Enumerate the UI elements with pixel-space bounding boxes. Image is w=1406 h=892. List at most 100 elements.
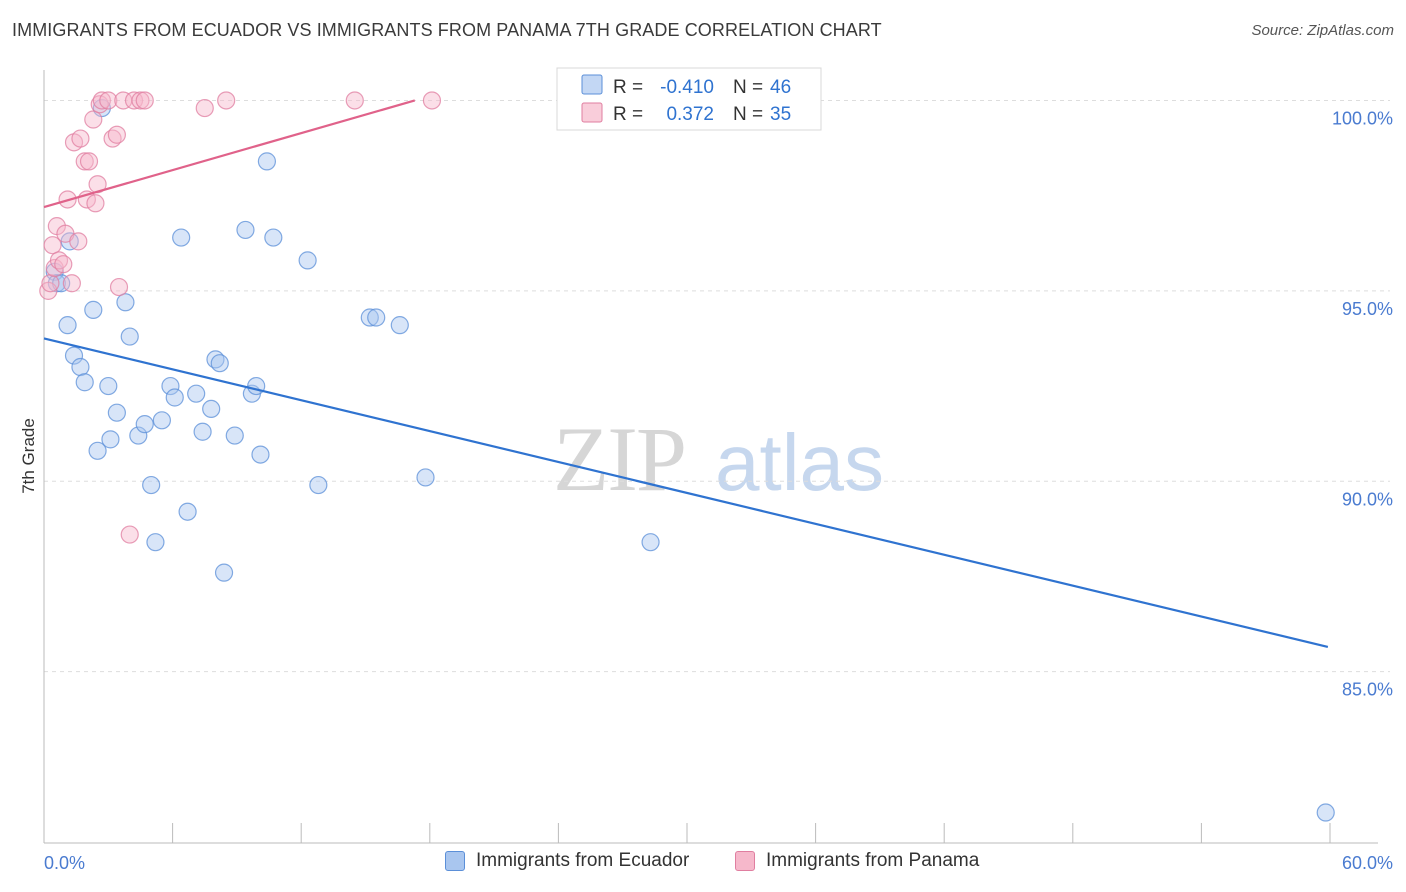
ecuador-point bbox=[64, 346, 84, 365]
ecuador-point bbox=[360, 308, 379, 327]
legend-swatch-ecuador-bottom bbox=[445, 851, 465, 871]
legend-swatch-ecuador bbox=[581, 74, 603, 95]
ecuador-point bbox=[120, 327, 139, 346]
x-tick-label-max: 60.0% bbox=[1342, 853, 1393, 873]
ecuador-point bbox=[264, 228, 283, 247]
panama-point bbox=[135, 91, 154, 110]
panama-point bbox=[39, 281, 58, 300]
stats-legend: R = -0.410 N = 46 R = 0.372 N = 35 bbox=[556, 67, 822, 131]
trend-lines bbox=[43, 99, 1329, 648]
ecuador-point bbox=[84, 300, 103, 319]
panama-trend-line bbox=[43, 99, 416, 209]
panama-point bbox=[131, 91, 150, 110]
ecuador-point bbox=[416, 468, 435, 487]
panama-points bbox=[39, 91, 658, 544]
legend-r-label-ecuador: R = bbox=[613, 77, 643, 98]
ecuador-point bbox=[161, 376, 180, 396]
watermark-atlas: atlas bbox=[715, 418, 884, 507]
legend-swatch-panama-bottom bbox=[735, 851, 755, 871]
panama-point bbox=[195, 98, 214, 118]
legend-n-label-panama: N = bbox=[733, 104, 763, 125]
ecuador-point bbox=[367, 308, 386, 327]
ecuador-point bbox=[58, 316, 77, 335]
panama-point bbox=[41, 274, 60, 293]
watermark-zip: ZIP bbox=[553, 408, 685, 510]
legend-n-label-ecuador: N = bbox=[733, 77, 763, 98]
ecuador-point bbox=[247, 376, 266, 396]
panama-point bbox=[75, 152, 94, 171]
ecuador-point bbox=[75, 373, 94, 392]
ecuador-point bbox=[251, 445, 270, 464]
ecuador-point bbox=[146, 533, 165, 552]
panama-point bbox=[84, 110, 103, 129]
ecuador-point bbox=[172, 228, 191, 247]
x-ticks bbox=[43, 823, 1331, 843]
ecuador-point bbox=[390, 316, 409, 335]
watermark: ZIP atlas bbox=[553, 408, 884, 510]
panama-point bbox=[71, 129, 90, 148]
y-axis-title: 7th Grade bbox=[19, 418, 38, 494]
y-tick-label: 90.0% bbox=[1342, 489, 1393, 509]
x-tick-label-min: 0.0% bbox=[44, 853, 85, 873]
ecuador-point bbox=[135, 415, 154, 434]
ecuador-trend-line bbox=[43, 337, 1329, 648]
panama-point bbox=[124, 91, 144, 110]
ecuador-point bbox=[225, 426, 244, 445]
panama-point bbox=[422, 91, 442, 110]
ecuador-point bbox=[214, 563, 234, 582]
axes bbox=[43, 70, 1378, 844]
y-tick-label: 85.0% bbox=[1342, 680, 1393, 700]
chart-title: IMMIGRANTS FROM ECUADOR VS IMMIGRANTS FR… bbox=[12, 20, 882, 40]
panama-point bbox=[92, 91, 111, 110]
ecuador-point bbox=[165, 388, 184, 407]
ecuador-point bbox=[71, 357, 90, 377]
ecuador-point bbox=[129, 426, 148, 445]
gridlines bbox=[44, 99, 1390, 673]
panama-point bbox=[86, 194, 105, 213]
ecuador-point bbox=[101, 430, 120, 449]
legend-r-label-panama: R = bbox=[613, 104, 643, 125]
legend-item-panama: Immigrants from Panama bbox=[735, 850, 979, 872]
legend-n-value-panama: 35 bbox=[770, 104, 791, 125]
ecuador-point bbox=[142, 475, 161, 495]
ecuador-point bbox=[99, 376, 118, 396]
y-tick-labels: 85.0% 90.0% 95.0% 100.0% bbox=[1332, 108, 1393, 699]
y-tick-label: 100.0% bbox=[1332, 108, 1393, 128]
ecuador-point bbox=[257, 152, 277, 171]
ecuador-point bbox=[236, 220, 255, 240]
legend-item-ecuador: Immigrants from Ecuador bbox=[445, 850, 689, 872]
ecuador-point bbox=[107, 403, 126, 422]
panama-point bbox=[217, 91, 236, 110]
source-label: Source: ZipAtlas.com bbox=[1251, 22, 1394, 39]
ecuador-point bbox=[116, 293, 135, 312]
panama-point bbox=[109, 277, 129, 297]
panama-point bbox=[54, 255, 73, 274]
legend-n-value-ecuador: 46 bbox=[770, 77, 791, 98]
ecuador-point bbox=[152, 411, 171, 430]
legend-r-value-ecuador: -0.410 bbox=[660, 77, 714, 98]
panama-point bbox=[79, 152, 99, 171]
legend-label-ecuador: Immigrants from Ecuador bbox=[476, 850, 690, 871]
ecuador-point bbox=[178, 502, 197, 521]
panama-point bbox=[99, 91, 118, 110]
ecuador-point bbox=[298, 251, 317, 270]
panama-point bbox=[107, 125, 126, 144]
y-tick-label: 95.0% bbox=[1342, 299, 1393, 319]
panama-point bbox=[69, 232, 88, 251]
legend-r-value-panama: 0.372 bbox=[666, 104, 714, 125]
ecuador-point bbox=[202, 399, 221, 419]
ecuador-point bbox=[88, 441, 107, 460]
panama-point bbox=[62, 274, 81, 293]
ecuador-point bbox=[193, 422, 212, 441]
panama-point bbox=[345, 91, 364, 110]
panama-point bbox=[43, 236, 62, 255]
panama-point bbox=[120, 525, 139, 544]
ecuador-point bbox=[309, 475, 328, 495]
ecuador-point bbox=[187, 384, 206, 403]
legend-swatch-panama bbox=[581, 102, 603, 123]
ecuador-point bbox=[210, 354, 229, 373]
bottom-legend: Immigrants from Ecuador Immigrants from … bbox=[0, 850, 1406, 880]
ecuador-point bbox=[1316, 803, 1335, 822]
ecuador-point bbox=[641, 533, 660, 552]
